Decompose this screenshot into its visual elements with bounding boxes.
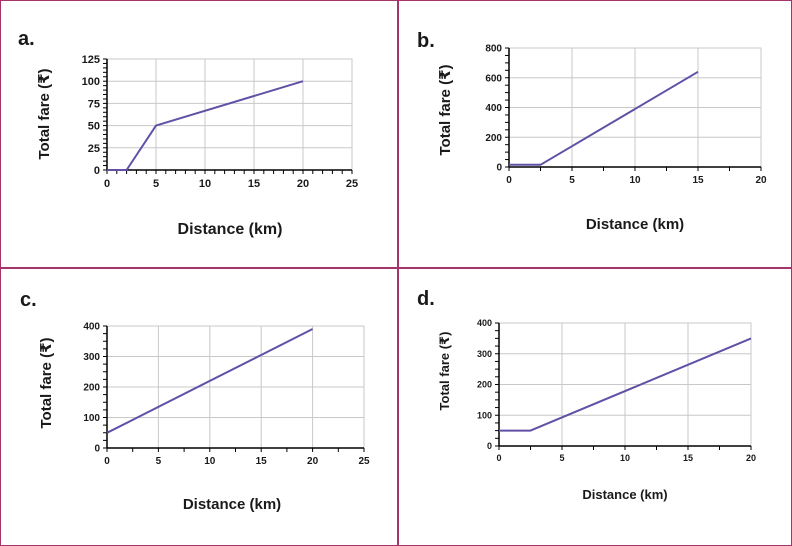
chart-d-ylabel: Total fare (₹) xyxy=(437,331,452,411)
y-tick-label: 300 xyxy=(477,349,492,359)
x-tick-label: 5 xyxy=(153,178,159,190)
chart-c-plot: 0 5 10 15 20 25 0 100 200 300 400 xyxy=(83,322,370,467)
chart-c-ylabel: Total fare (₹) xyxy=(38,337,55,429)
x-tick-label: 0 xyxy=(496,453,501,463)
y-tick-label: 200 xyxy=(477,380,492,390)
chart-b-ylabel: Total fare (₹) xyxy=(437,64,454,156)
series-line-fare xyxy=(107,80,304,171)
chart-panel-c: c. 0 5 10 15 20 25 0 100 200 300 400 Distance (km)… xyxy=(0,269,397,546)
x-tick-label: 20 xyxy=(755,175,767,186)
y-tick-label: 25 xyxy=(88,143,100,155)
chart-panel-b: b. 0 5 10 15 20 0 200 400 600 800 Distance (km) T… xyxy=(399,0,792,267)
y-tick-label: 125 xyxy=(82,54,100,66)
x-tick-label: 10 xyxy=(204,456,216,467)
y-tick-label: 100 xyxy=(477,410,492,420)
x-tick-label: 15 xyxy=(683,453,693,463)
y-tick-label: 200 xyxy=(485,133,502,144)
x-tick-label: 5 xyxy=(559,453,564,463)
x-tick-label: 20 xyxy=(297,178,309,190)
y-tick-label: 600 xyxy=(485,73,502,84)
y-tick-label: 100 xyxy=(83,413,100,424)
panel-divider-horizontal xyxy=(0,267,792,269)
y-tick-label: 400 xyxy=(485,103,502,114)
y-tick-label: 0 xyxy=(487,441,492,451)
chart-a-xlabel: Distance (km) xyxy=(177,221,283,238)
x-tick-label: 20 xyxy=(746,453,756,463)
x-tick-label: 25 xyxy=(358,456,370,467)
y-tick-label: 800 xyxy=(485,44,502,55)
y-tick-label: 100 xyxy=(82,76,100,88)
y-tick-label: 50 xyxy=(88,121,100,133)
x-tick-label: 15 xyxy=(256,456,268,467)
y-tick-label: 0 xyxy=(94,165,100,177)
x-tick-label: 15 xyxy=(248,178,260,190)
x-tick-label: 0 xyxy=(104,456,110,467)
chart-panel-d: d. 0 5 10 15 20 0 100 200 300 400 Distance (km) T… xyxy=(399,269,792,546)
x-tick-label: 0 xyxy=(104,178,110,190)
y-tick-label: 400 xyxy=(477,318,492,328)
chart-panel-a: a. 0 5 10 15 20 25 0 25 50 75 100 125 Distance (km)… xyxy=(0,0,397,267)
chart-a-plot: 0 5 10 15 20 25 0 25 50 75 100 125 xyxy=(82,54,358,190)
y-tick-label: 400 xyxy=(83,322,100,333)
x-tick-label: 20 xyxy=(307,456,319,467)
chart-a-ylabel: Total fare (₹) xyxy=(36,68,53,160)
x-tick-label: 5 xyxy=(569,175,575,186)
panel-label-d: d. xyxy=(417,288,435,310)
y-tick-label: 75 xyxy=(88,98,100,110)
chart-b-xlabel: Distance (km) xyxy=(585,216,685,233)
plot-area xyxy=(106,58,353,171)
x-tick-label: 5 xyxy=(156,456,162,467)
x-tick-label: 0 xyxy=(506,175,512,186)
y-tick-label: 0 xyxy=(94,444,100,455)
chart-d-xlabel: Distance (km) xyxy=(582,487,668,502)
x-tick-label: 10 xyxy=(199,178,211,190)
y-tick-label: 200 xyxy=(83,383,100,394)
panel-label-c: c. xyxy=(20,289,37,311)
y-tick-label: 0 xyxy=(496,163,502,174)
panel-divider-vertical xyxy=(397,0,399,546)
x-tick-label: 15 xyxy=(692,175,704,186)
x-tick-label: 25 xyxy=(346,178,358,190)
chart-c-xlabel: Distance (km) xyxy=(182,496,282,513)
x-tick-label: 10 xyxy=(620,453,630,463)
panel-label-b: b. xyxy=(417,30,435,52)
panel-label-a: a. xyxy=(18,28,35,50)
series-line-fare xyxy=(106,328,314,434)
x-tick-label: 10 xyxy=(629,175,641,186)
series-line-fare xyxy=(499,337,752,432)
series-line-fare xyxy=(509,70,699,166)
y-tick-label: 300 xyxy=(83,352,100,363)
